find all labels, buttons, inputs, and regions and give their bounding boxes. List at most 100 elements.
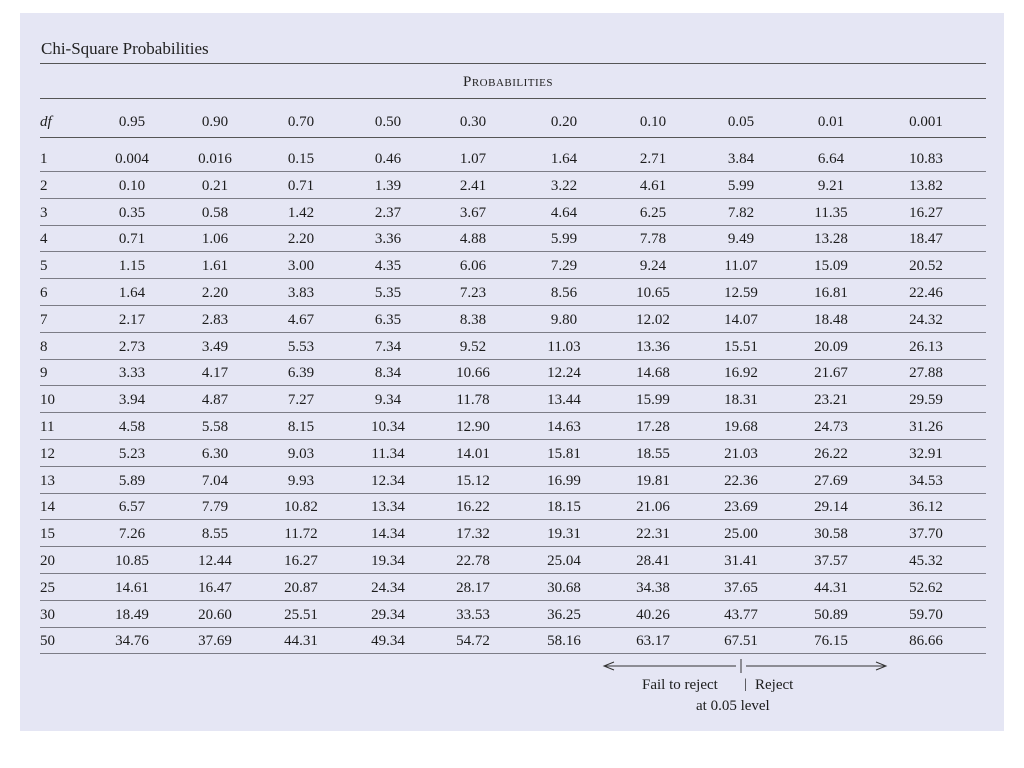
value-cell: 13.28 xyxy=(814,231,848,248)
value-cell: 20.52 xyxy=(909,258,943,275)
value-cell: 12.34 xyxy=(371,472,405,489)
value-cell: 11.72 xyxy=(284,526,318,543)
value-cell: 15.99 xyxy=(636,392,670,409)
value-cell: 22.36 xyxy=(724,472,758,489)
value-cell: 7.04 xyxy=(201,472,229,489)
df-cell: 4 xyxy=(40,231,48,248)
value-cell: 18.15 xyxy=(547,499,581,516)
value-cell: 13.36 xyxy=(636,338,670,355)
significance-level-label: at 0.05 level xyxy=(696,698,770,714)
value-cell: 0.15 xyxy=(287,151,315,167)
df-cell: 15 xyxy=(40,526,55,543)
decision-separator: | xyxy=(744,677,747,692)
probability-column-header: 0.30 xyxy=(459,114,487,130)
value-cell: 59.70 xyxy=(909,606,943,623)
value-cell: 10.82 xyxy=(284,499,318,516)
value-cell: 28.17 xyxy=(456,579,490,596)
value-cell: 7.27 xyxy=(287,392,315,409)
value-cell: 6.39 xyxy=(287,365,315,382)
table-title: Chi-Square Probabilities xyxy=(41,39,209,58)
value-cell: 26.22 xyxy=(814,445,848,462)
value-cell: 3.83 xyxy=(287,285,315,301)
value-cell: 13.34 xyxy=(371,499,405,516)
value-cell: 13.82 xyxy=(909,177,943,194)
value-cell: 67.51 xyxy=(724,633,758,650)
value-cell: 14.34 xyxy=(371,526,405,543)
value-cell: 16.92 xyxy=(724,365,758,382)
value-cell: 18.48 xyxy=(814,311,848,328)
value-cell: 20.87 xyxy=(284,579,318,596)
value-cell: 8.34 xyxy=(374,365,402,382)
value-cell: 29.59 xyxy=(909,392,943,409)
value-cell: 36.25 xyxy=(547,606,581,623)
table-row: 3 0.35 0.58 1.42 2.37 3.67 4.64 6.25 7.82 11.35 16… xyxy=(40,199,986,226)
value-cell: 23.21 xyxy=(814,392,848,409)
value-cell: 4.87 xyxy=(201,392,229,409)
table-row: 10 3.94 4.87 7.27 9.34 11.78 13.44 15.99 18.31 23… xyxy=(40,386,986,414)
df-cell: 12 xyxy=(40,445,55,462)
value-cell: 11.34 xyxy=(371,445,405,462)
table-sheet xyxy=(20,13,1004,731)
value-cell: 12.24 xyxy=(547,365,581,382)
value-cell: 14.61 xyxy=(115,579,149,596)
value-cell: 9.24 xyxy=(639,258,667,275)
value-cell: 2.17 xyxy=(118,311,146,328)
value-cell: 14.01 xyxy=(456,445,490,462)
value-cell: 19.31 xyxy=(547,526,581,543)
value-cell: 7.34 xyxy=(374,338,402,355)
value-cell: 18.47 xyxy=(909,231,943,248)
value-cell: 0.71 xyxy=(118,231,146,248)
value-cell: 6.30 xyxy=(201,445,229,462)
value-cell: 26.13 xyxy=(909,338,943,355)
value-cell: 12.44 xyxy=(198,553,232,569)
df-cell: 10 xyxy=(40,392,55,409)
value-cell: 17.32 xyxy=(456,526,490,543)
value-cell: 7.26 xyxy=(118,526,146,543)
value-cell: 10.83 xyxy=(909,151,943,167)
value-cell: 33.53 xyxy=(456,606,490,623)
decision-annotation: Fail to reject | Reject at 0.05 level xyxy=(600,656,900,726)
value-cell: 4.17 xyxy=(201,365,229,382)
value-cell: 15.51 xyxy=(724,338,758,355)
value-cell: 63.17 xyxy=(636,633,670,650)
probability-column-header: 0.50 xyxy=(374,114,402,130)
fail-to-reject-label: Fail to reject xyxy=(642,677,718,693)
value-cell: 27.88 xyxy=(909,365,943,382)
value-cell: 0.016 xyxy=(198,151,232,167)
value-cell: 37.70 xyxy=(909,526,943,543)
value-cell: 34.76 xyxy=(115,633,149,650)
value-cell: 4.67 xyxy=(287,311,315,328)
value-cell: 2.20 xyxy=(287,231,315,248)
value-cell: 44.31 xyxy=(284,633,318,650)
value-cell: 1.39 xyxy=(374,177,402,194)
value-cell: 23.69 xyxy=(724,499,758,516)
value-cell: 4.64 xyxy=(550,204,578,221)
table-row: 12 5.23 6.30 9.03 11.34 14.01 15.81 18.55 21.03 2… xyxy=(40,440,986,467)
probability-column-header: 0.10 xyxy=(639,114,667,130)
value-cell: 6.57 xyxy=(118,499,146,516)
value-cell: 34.53 xyxy=(909,472,943,489)
table-row: 20 10.85 12.44 16.27 19.34 22.78 25.04 28.41 31.… xyxy=(40,547,986,574)
value-cell: 5.58 xyxy=(201,419,229,435)
value-cell: 24.34 xyxy=(371,579,405,596)
value-cell: 9.03 xyxy=(287,445,315,462)
value-cell: 15.12 xyxy=(456,472,490,489)
value-cell: 8.56 xyxy=(550,285,578,301)
probabilities-heading: Probabilities xyxy=(463,74,554,90)
df-cell: 11 xyxy=(40,419,55,435)
value-cell: 29.34 xyxy=(371,606,405,623)
value-cell: 11.35 xyxy=(814,204,848,221)
value-cell: 10.65 xyxy=(636,285,670,301)
value-cell: 11.78 xyxy=(456,392,490,409)
value-cell: 2.37 xyxy=(374,204,402,221)
value-cell: 5.89 xyxy=(118,472,146,489)
value-cell: 19.68 xyxy=(724,419,758,435)
value-cell: 52.62 xyxy=(909,579,943,596)
value-cell: 3.84 xyxy=(727,151,755,167)
value-cell: 8.15 xyxy=(287,419,315,435)
value-cell: 4.61 xyxy=(639,177,667,194)
value-cell: 2.71 xyxy=(639,151,667,167)
value-cell: 16.27 xyxy=(284,553,318,569)
value-cell: 3.36 xyxy=(374,231,402,248)
value-cell: 21.67 xyxy=(814,365,848,382)
